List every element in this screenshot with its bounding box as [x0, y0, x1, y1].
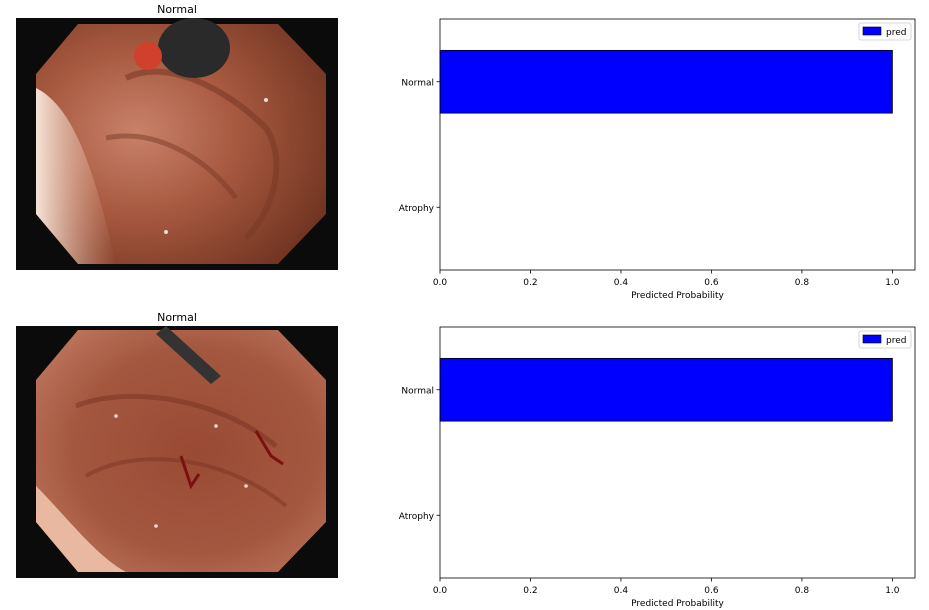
- x-tick-label: 0.2: [523, 278, 537, 288]
- legend-label: pred: [886, 336, 906, 346]
- x-tick-label: 0.0: [433, 278, 448, 288]
- bar-normal: [439, 357, 893, 422]
- x-tick-label: 0.0: [433, 586, 448, 596]
- image-title-1: Normal: [157, 3, 197, 16]
- bar-chart-2: Normal Atrophy 0.0 0.2 0.4 0.6 0.8 1.0 Predicted…: [390, 308, 929, 610]
- x-tick-label: 1.0: [885, 586, 900, 596]
- x-tick-label: 0.4: [614, 278, 629, 288]
- axes-frame: [439, 326, 916, 579]
- bar-chart-1: Normal Atrophy 0.0 0.2 0.4 0.6 0.8 1.0 Predicted…: [390, 0, 929, 305]
- x-tick-label: 0.2: [523, 586, 537, 596]
- legend-label: pred: [886, 28, 906, 38]
- image-title-2: Normal: [157, 311, 197, 324]
- y-tick-label: Normal: [401, 78, 434, 88]
- x-tick-label: 0.4: [614, 586, 629, 596]
- y-tick-label: Atrophy: [399, 512, 435, 522]
- x-tick-label: 0.6: [704, 586, 719, 596]
- x-tick-label: 0.6: [704, 278, 719, 288]
- x-tick-label: 0.8: [795, 586, 810, 596]
- legend-swatch: [862, 26, 882, 36]
- x-axis-label: Predicted Probability: [631, 599, 724, 609]
- y-tick-label: Normal: [401, 386, 434, 396]
- axes-frame: [439, 18, 916, 271]
- x-tick-label: 0.8: [795, 278, 810, 288]
- bar-normal: [439, 49, 893, 114]
- x-tick-label: 1.0: [885, 278, 900, 288]
- y-tick-label: Atrophy: [399, 204, 435, 214]
- endoscopy-image-1: [16, 18, 338, 270]
- x-axis-label: Predicted Probability: [631, 291, 724, 301]
- endoscopy-image-2: [16, 326, 338, 578]
- legend-swatch: [862, 334, 882, 344]
